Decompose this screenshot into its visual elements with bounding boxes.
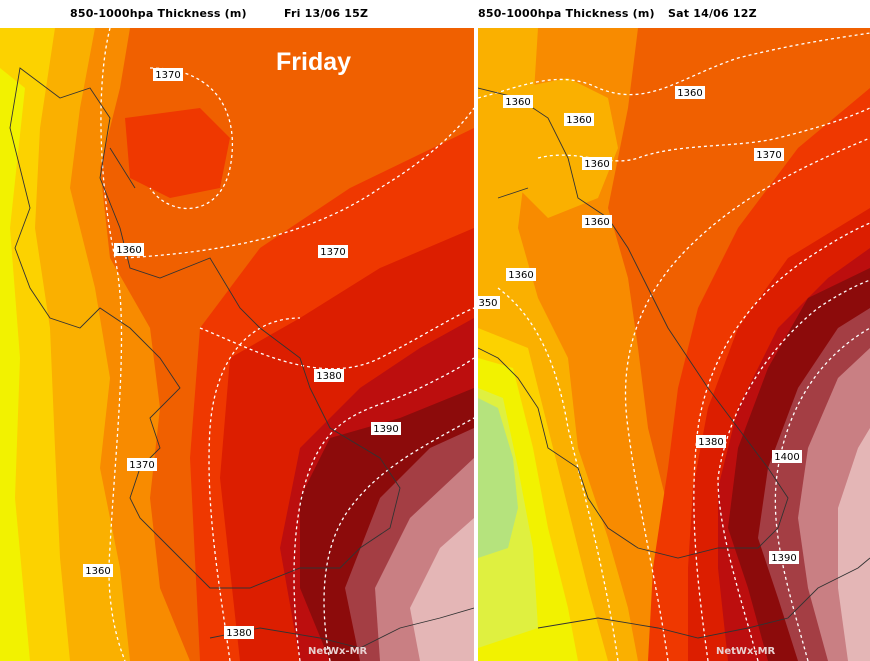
thickness-contours <box>100 28 474 661</box>
contour-label: 1360 <box>677 88 702 99</box>
field-title: 850-1000hpa Thickness (m) <box>478 7 655 20</box>
contour-label: 1390 <box>373 424 398 435</box>
band-green <box>478 398 518 558</box>
contour-label-box: 1380 <box>224 626 254 639</box>
band-highland-red <box>125 108 230 198</box>
contour-label: 1380 <box>316 371 341 382</box>
contour-label-box: 1360 <box>564 113 594 126</box>
contour-label-box: 1390 <box>371 422 401 435</box>
valid-time: Sat 14/06 12Z <box>668 7 757 20</box>
contour-label: 1360 <box>505 97 530 108</box>
contour-label: 1360 <box>508 270 533 281</box>
contour-label-box: 1360 <box>506 268 536 281</box>
contour-label: 1360 <box>584 159 609 170</box>
contour-label: 1390 <box>771 553 796 564</box>
right-map-panel: 850-1000hpa Thickness (m) Sat 14/06 12Z <box>478 0 870 661</box>
contour-label: 1370 <box>756 150 781 161</box>
contour-label: 350 <box>478 298 497 309</box>
contour-label-box: 1360 <box>582 215 612 228</box>
contour-label: 1360 <box>566 115 591 126</box>
coastline <box>478 87 870 639</box>
valid-time: Fri 13/06 15Z <box>284 7 369 20</box>
contour-label: 1370 <box>129 460 154 471</box>
contour-label-box: 1370 <box>318 245 348 258</box>
thickness-map-saturday: 1360 1360 1360 1360 1360 1370 1360 350 1… <box>478 28 870 661</box>
contour-label-box: 1380 <box>696 435 726 448</box>
model-credit: NetWx-MR <box>716 646 776 657</box>
panel-divider <box>474 0 478 661</box>
contour-label: 1400 <box>774 452 799 463</box>
thickness-map-friday: 1370 1360 1370 1380 1390 1370 1360 1380 <box>0 28 474 661</box>
contour-label-box: 1380 <box>314 369 344 382</box>
contour-label: 1370 <box>320 247 345 258</box>
model-credit: NetWx-MR <box>308 646 368 657</box>
contour-label: 1380 <box>226 628 251 639</box>
contour-label-box: 350 <box>478 296 500 309</box>
contour-label-box: 1360 <box>582 157 612 170</box>
contour-label: 1360 <box>584 217 609 228</box>
band-pink <box>410 518 474 661</box>
contour-label: 1370 <box>155 70 180 81</box>
contour-label-box: 1370 <box>754 148 784 161</box>
contour-label-box: 1370 <box>153 68 183 81</box>
contour-label-group: 1360 1360 1360 1360 1360 1370 1360 350 1… <box>478 86 802 564</box>
contour-label-box: 1360 <box>114 243 144 256</box>
contour-label-box: 1400 <box>772 450 802 463</box>
field-title: 850-1000hpa Thickness (m) <box>70 7 247 20</box>
band-yellow <box>0 68 30 661</box>
band-yellow-orange <box>0 28 70 661</box>
day-overlay-label: Friday <box>276 48 352 76</box>
contour-label-box: 1370 <box>127 458 157 471</box>
band-pink <box>838 428 870 661</box>
contour-label-box: 1390 <box>769 551 799 564</box>
contour-label-box: 1360 <box>83 564 113 577</box>
contour-label: 1360 <box>85 566 110 577</box>
contour-label-box: 1360 <box>675 86 705 99</box>
contour-label: 1380 <box>698 437 723 448</box>
left-map-panel: 850-1000hpa Thickness (m) Fri 13/06 15Z <box>0 7 474 661</box>
contour-label: 1360 <box>116 245 141 256</box>
coastline <box>9 67 474 649</box>
contour-label-box: 1360 <box>503 95 533 108</box>
contour-label-group: 1370 1360 1370 1380 1390 1370 1360 1380 <box>83 68 401 639</box>
